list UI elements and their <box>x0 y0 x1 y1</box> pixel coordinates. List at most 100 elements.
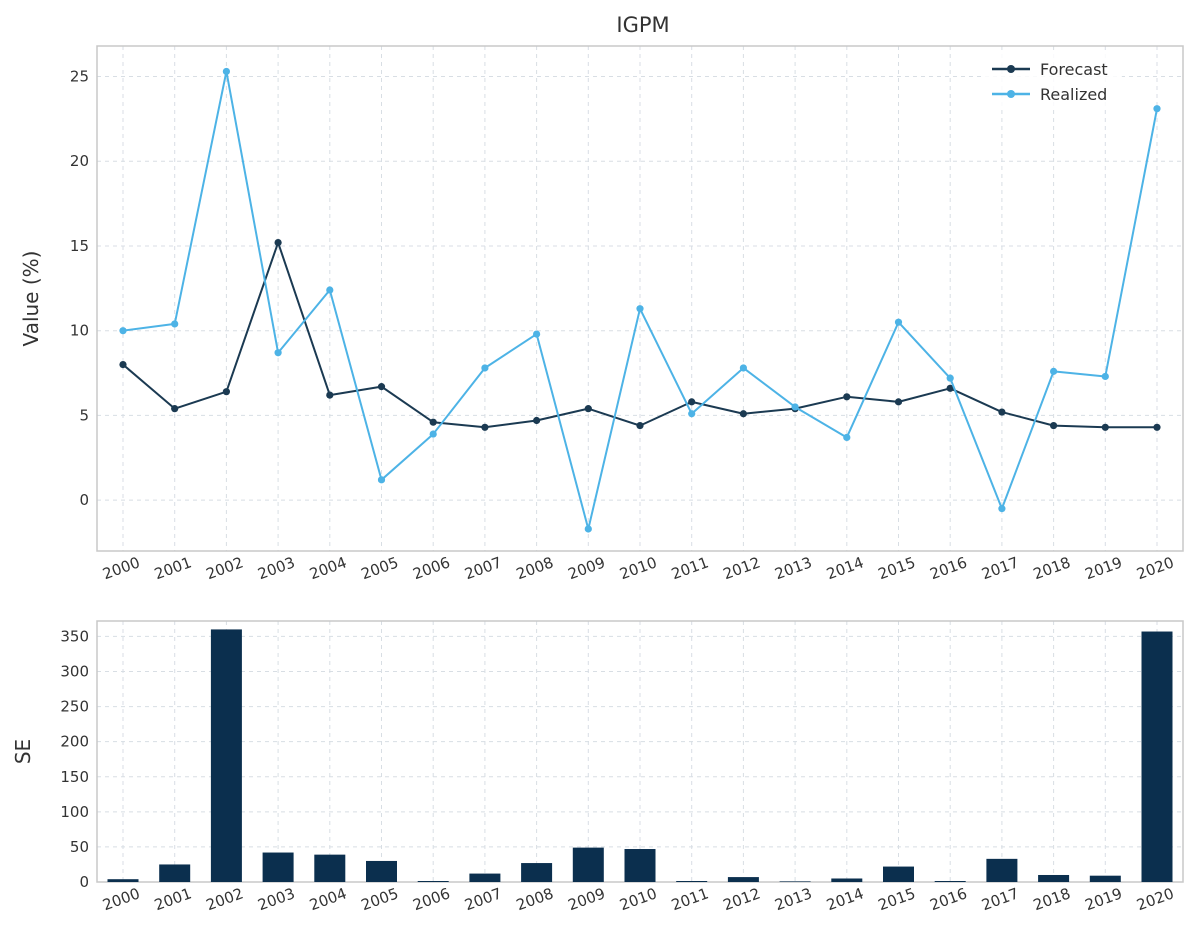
data-point-forecast <box>688 398 696 406</box>
bottom-y-tick-label: 350 <box>60 627 89 645</box>
series-forecast <box>119 238 1161 431</box>
se-bar <box>366 860 397 882</box>
bottom-x-tick-label: 2015 <box>876 884 918 914</box>
data-point-realized <box>429 430 437 438</box>
data-point-forecast <box>584 405 592 413</box>
data-point-forecast <box>998 408 1006 416</box>
legend-item-forecast: Forecast <box>992 60 1108 79</box>
data-point-forecast <box>739 410 748 418</box>
top-plot-frame <box>96 45 1184 552</box>
bottom-x-tick-label: 2012 <box>721 884 763 914</box>
top-x-tick-label: 2010 <box>617 553 659 583</box>
bottom-x-tick-label: 2008 <box>514 884 556 914</box>
se-bar <box>107 879 139 882</box>
top-y-tick-label: 20 <box>70 152 89 170</box>
top-x-tick-label: 2009 <box>566 553 608 583</box>
bottom-x-tick-label: 2003 <box>255 884 297 914</box>
top-x-tick-label: 2017 <box>979 553 1021 583</box>
bottom-grid <box>97 621 1183 883</box>
se-bar <box>1089 875 1121 882</box>
top-grid <box>97 46 1183 551</box>
legend-swatch-marker <box>1007 65 1015 73</box>
series-realized <box>119 67 1161 533</box>
bottom-y-tick-label: 0 <box>79 873 89 891</box>
data-point-forecast <box>222 388 230 396</box>
top-x-tick-label: 2007 <box>462 553 504 583</box>
se-bars <box>107 629 1173 882</box>
bottom-x-tick-label: 2001 <box>152 884 194 914</box>
top-x-tick-label: 2013 <box>772 553 814 583</box>
data-point-realized <box>1050 367 1058 375</box>
bottom-x-tick-label: 2005 <box>359 884 401 914</box>
legend: Forecast Realized <box>982 54 1122 106</box>
bottom-y-tick-label: 50 <box>70 838 89 856</box>
data-point-realized <box>119 327 127 335</box>
bottom-x-tick-label: 2002 <box>204 884 246 914</box>
data-point-realized <box>688 410 696 418</box>
data-point-forecast <box>533 416 541 425</box>
legend-label: Realized <box>1040 85 1107 104</box>
bottom-x-tick-label: 2006 <box>410 884 452 914</box>
bottom-y-tick-label: 150 <box>60 768 89 786</box>
se-bar <box>831 878 863 882</box>
bottom-x-tick-label: 2018 <box>1031 884 1073 914</box>
se-bar <box>210 629 242 882</box>
se-bar <box>1141 631 1173 882</box>
top-y-tick-label: 5 <box>79 406 89 424</box>
top-x-tick-label: 2015 <box>876 553 918 583</box>
data-point-realized <box>481 364 489 372</box>
top-x-tick-label: 2018 <box>1031 553 1073 583</box>
data-point-forecast <box>377 383 386 391</box>
top-x-tick-label: 2020 <box>1134 553 1176 583</box>
top-x-tick-label: 2019 <box>1083 553 1125 583</box>
top-y-tick-label: 10 <box>70 322 89 340</box>
bottom-y-tick-label: 300 <box>60 663 89 681</box>
se-bar <box>934 881 966 882</box>
se-bar <box>572 847 604 882</box>
top-x-tick-label: 2014 <box>824 553 866 583</box>
legend-item-realized: Realized <box>992 85 1107 104</box>
data-point-realized <box>222 67 230 76</box>
top-x-tick-label: 2012 <box>721 553 763 583</box>
se-bar <box>262 852 294 882</box>
se-bar <box>1038 874 1070 882</box>
bottom-x-tick-label: 2004 <box>307 884 349 914</box>
bottom-x-tick-label: 2000 <box>100 884 142 914</box>
data-point-forecast <box>171 405 179 413</box>
bottom-x-tick-label: 2014 <box>824 884 866 914</box>
se-bar <box>986 858 1018 882</box>
bottom-x-tick-label: 2013 <box>772 884 814 914</box>
data-point-realized <box>377 476 386 484</box>
bottom-y-tick-label: 100 <box>60 803 89 821</box>
bottom-x-tick-label: 2011 <box>669 884 711 914</box>
top-x-tick-label: 2011 <box>669 553 711 583</box>
top-x-tick-label: 2016 <box>927 553 969 583</box>
top-y-tick-label: 25 <box>70 68 89 86</box>
data-point-realized <box>274 349 282 357</box>
se-bar <box>521 863 553 882</box>
bottom-x-tick-label: 2009 <box>566 884 608 914</box>
se-bar <box>676 881 708 882</box>
bottom-x-tick-label: 2017 <box>979 884 1021 914</box>
top-x-tick-label: 2006 <box>410 553 452 583</box>
bottom-y-axis-label: SE <box>11 739 35 764</box>
top-y-ticks: 0 5 10 15 20 25 <box>70 68 89 510</box>
data-point-forecast <box>636 421 644 430</box>
data-point-forecast <box>894 398 903 406</box>
legend-label: Forecast <box>1040 60 1108 79</box>
data-point-forecast <box>1101 423 1109 431</box>
chart-title: IGPM <box>616 13 669 37</box>
data-point-realized <box>791 403 799 411</box>
data-point-forecast <box>1050 421 1058 430</box>
se-bar <box>314 854 346 882</box>
top-x-tick-label: 2000 <box>100 553 142 583</box>
se-bar <box>159 864 191 882</box>
data-point-forecast <box>274 238 282 247</box>
bottom-x-ticks: 2000 2001 2002 2003 2004 2005 2006 2007 2008 2009… <box>100 884 1176 914</box>
data-point-realized <box>533 330 541 338</box>
data-point-realized <box>326 286 334 294</box>
legend-swatch-marker <box>1007 90 1015 98</box>
bottom-y-tick-label: 250 <box>60 698 89 716</box>
